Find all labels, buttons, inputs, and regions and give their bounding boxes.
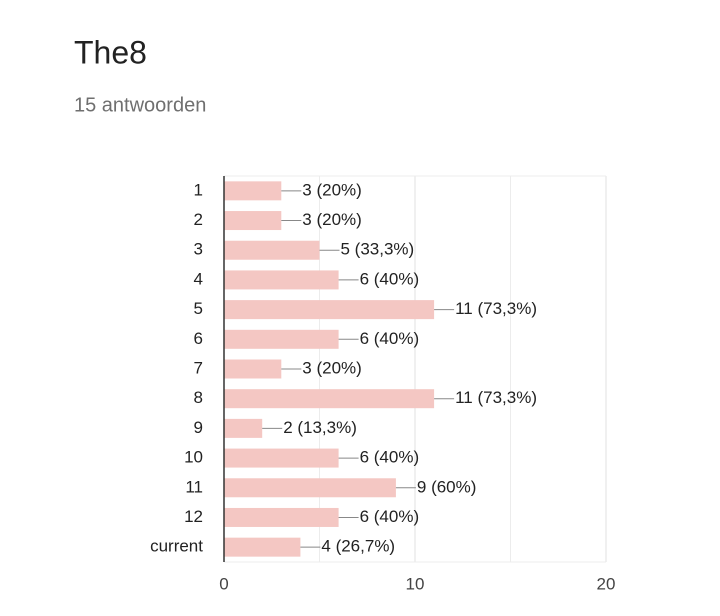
y-tick-label: 11 (185, 477, 203, 496)
value-label: 6 (40%) (360, 329, 420, 348)
bar (224, 537, 301, 557)
bar (224, 211, 282, 231)
y-tick-label: 4 (194, 269, 203, 288)
chart-title: The8 (74, 34, 147, 70)
value-label: 11 (73,3%) (455, 299, 537, 318)
y-tick-label: 2 (194, 210, 203, 229)
y-tick-label: 10 (184, 448, 203, 467)
x-tick-label: 0 (219, 574, 228, 593)
value-label: 3 (20%) (302, 358, 362, 377)
bar (224, 181, 282, 201)
bar (224, 478, 396, 498)
bar (224, 240, 320, 260)
bar (224, 389, 435, 409)
x-tick-label: 20 (597, 574, 616, 593)
x-tick-label: 10 (406, 574, 425, 593)
bar (224, 507, 339, 527)
value-label: 11 (73,3%) (455, 388, 537, 407)
bar (224, 448, 339, 468)
bar (224, 300, 435, 320)
bar (224, 270, 339, 290)
value-label: 4 (26,7%) (321, 537, 395, 556)
value-label: 6 (40%) (360, 507, 420, 526)
value-label: 6 (40%) (360, 448, 420, 467)
y-tick-label: 5 (194, 299, 203, 318)
value-label: 6 (40%) (360, 269, 420, 288)
value-label: 5 (33,3%) (341, 240, 415, 259)
y-tick-label: 7 (194, 358, 203, 377)
bar (224, 418, 263, 438)
y-tick-label: 9 (194, 418, 203, 437)
y-tick-label: current (150, 537, 203, 556)
chart-subtitle: 15 antwoorden (74, 94, 206, 116)
y-tick-label: 12 (184, 507, 203, 526)
value-label: 3 (20%) (302, 210, 362, 229)
value-label: 3 (20%) (302, 180, 362, 199)
value-label: 9 (60%) (417, 477, 477, 496)
y-tick-label: 1 (194, 180, 203, 199)
bar (224, 359, 282, 379)
y-tick-label: 8 (194, 388, 203, 407)
bar (224, 329, 339, 349)
value-label: 2 (13,3%) (283, 418, 357, 437)
y-tick-label: 6 (194, 329, 203, 348)
y-tick-label: 3 (194, 240, 203, 259)
